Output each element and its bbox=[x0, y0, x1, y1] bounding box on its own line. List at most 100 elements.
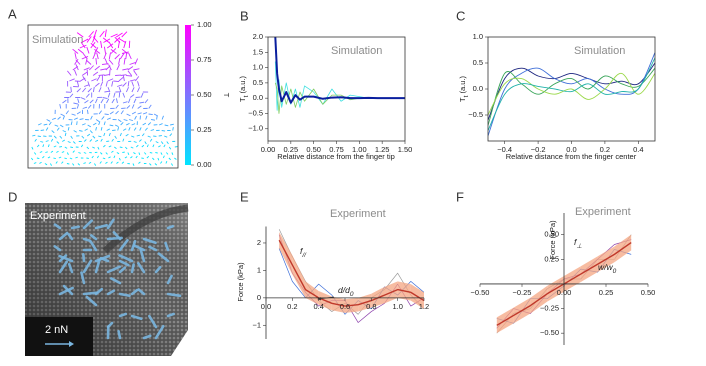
y-tick-label: −1 bbox=[252, 320, 261, 329]
panel-title: Experiment bbox=[575, 206, 631, 218]
force-vector bbox=[132, 265, 134, 272]
panel-title: Simulation bbox=[32, 34, 83, 46]
y-axis-label: Tt (a.u.) bbox=[238, 76, 250, 102]
vector bbox=[67, 164, 69, 165]
x-tick-label: −0.25 bbox=[513, 288, 532, 297]
plot-area bbox=[488, 53, 655, 136]
vector bbox=[155, 153, 157, 154]
x-tick-label: 1.50 bbox=[398, 145, 413, 154]
force-vector bbox=[168, 294, 180, 296]
colorbar-tick-label: 0.25 bbox=[197, 125, 212, 134]
force-vector bbox=[120, 294, 130, 296]
y-tick-label: 0.5 bbox=[253, 78, 263, 87]
annotation: f// bbox=[300, 246, 307, 259]
x-tick-label: 0.6 bbox=[340, 302, 350, 311]
x-tick-label: −0.50 bbox=[471, 288, 490, 297]
x-tick-label: 0.4 bbox=[313, 302, 323, 311]
y-tick-label: −1.0 bbox=[248, 124, 263, 133]
y-tick-label: 0.0 bbox=[473, 84, 483, 93]
panel-title: Simulation bbox=[574, 45, 625, 57]
y-tick-label: 0 bbox=[257, 293, 261, 302]
panel-letter: D bbox=[8, 189, 17, 204]
annotation-part: 0 bbox=[350, 291, 354, 298]
panel-title: Experiment bbox=[330, 208, 386, 220]
x-tick-label: 0.25 bbox=[599, 288, 614, 297]
annotation-part: ⊥ bbox=[576, 243, 582, 250]
vector bbox=[149, 114, 153, 115]
y-tick-label: 1.5 bbox=[253, 47, 263, 56]
annotation-part: // bbox=[301, 252, 307, 259]
colorbar-tick-label: 0.50 bbox=[197, 90, 212, 99]
panel-letter: B bbox=[240, 8, 249, 23]
y-tick-label: 1 bbox=[257, 265, 261, 274]
y-tick-label: −0.25 bbox=[540, 304, 559, 313]
x-tick-label: 0.50 bbox=[641, 288, 656, 297]
annotation: w/w0 bbox=[598, 262, 617, 275]
panel-letter: E bbox=[240, 189, 249, 204]
x-axis-label: Relative distance from the finger tip bbox=[277, 152, 395, 161]
vector bbox=[150, 153, 152, 154]
vector bbox=[157, 116, 158, 120]
x-tick-label: 0.00 bbox=[261, 145, 276, 154]
y-axis-label-part: (a.u.) bbox=[458, 76, 467, 96]
y-tick-label: 0.0 bbox=[253, 93, 263, 102]
panel-title: Simulation bbox=[331, 45, 382, 57]
vector bbox=[113, 81, 119, 82]
annotation: f⊥ bbox=[574, 237, 582, 250]
vector bbox=[162, 131, 165, 132]
x-tick-label: 0.8 bbox=[366, 302, 376, 311]
annotation-part: d/d bbox=[338, 285, 350, 295]
vector bbox=[38, 136, 41, 137]
y-axis-label-part: (a.u.) bbox=[238, 76, 247, 96]
force-vector bbox=[84, 239, 90, 241]
panel-title: Experiment bbox=[30, 210, 86, 222]
y-tick-label: 2 bbox=[257, 238, 261, 247]
data-line bbox=[488, 68, 655, 125]
scale-label: 2 nN bbox=[45, 324, 68, 336]
panel-letter: A bbox=[8, 6, 17, 21]
y-tick-label: 2.0 bbox=[253, 32, 263, 41]
force-vector bbox=[83, 254, 84, 261]
vector bbox=[53, 158, 55, 159]
panel-letter: C bbox=[456, 8, 465, 23]
force-vector bbox=[168, 226, 173, 228]
colorbar-label: T bbox=[222, 93, 231, 98]
annotation-part: w/w bbox=[598, 262, 614, 272]
vector bbox=[87, 110, 88, 114]
data-line bbox=[488, 53, 655, 136]
force-vector bbox=[72, 227, 79, 228]
vector bbox=[71, 87, 72, 92]
plot-frame bbox=[28, 25, 178, 168]
vector bbox=[105, 114, 109, 115]
vector bbox=[77, 121, 78, 125]
y-axis-label: Tt (a.u.) bbox=[458, 76, 470, 102]
force-vector bbox=[119, 331, 120, 338]
y-axis-label: Force (kPa) bbox=[548, 220, 557, 260]
y-tick-label: 1.0 bbox=[473, 32, 483, 41]
y-axis-label: Force (kPa) bbox=[236, 262, 245, 302]
y-tick-label: 0.5 bbox=[473, 58, 483, 67]
scale-box bbox=[25, 317, 93, 356]
y-tick-label: −0.50 bbox=[540, 328, 559, 337]
vector bbox=[70, 147, 73, 148]
colorbar-tick-label: 0.00 bbox=[197, 160, 212, 169]
x-axis-label: Relative distance from the finger center bbox=[506, 152, 637, 161]
panel-letter: F bbox=[456, 189, 464, 204]
colorbar-tick-label: 0.75 bbox=[197, 55, 212, 64]
x-tick-label: 0.0 bbox=[261, 302, 271, 311]
y-tick-label: −0.5 bbox=[248, 108, 263, 117]
x-tick-label: 1.0 bbox=[392, 302, 402, 311]
colorbar-tick-label: 1.00 bbox=[197, 20, 212, 29]
y-tick-label: −0.5 bbox=[468, 110, 483, 119]
annotation-part: 0 bbox=[613, 268, 617, 275]
colorbar bbox=[185, 25, 191, 165]
vector bbox=[120, 147, 123, 148]
vector bbox=[41, 130, 44, 131]
x-tick-label: 1.2 bbox=[419, 302, 429, 311]
x-tick-label: 0.00 bbox=[557, 288, 572, 297]
y-tick-label: 1.0 bbox=[253, 63, 263, 72]
data-line bbox=[275, 61, 405, 110]
vector bbox=[37, 158, 39, 159]
